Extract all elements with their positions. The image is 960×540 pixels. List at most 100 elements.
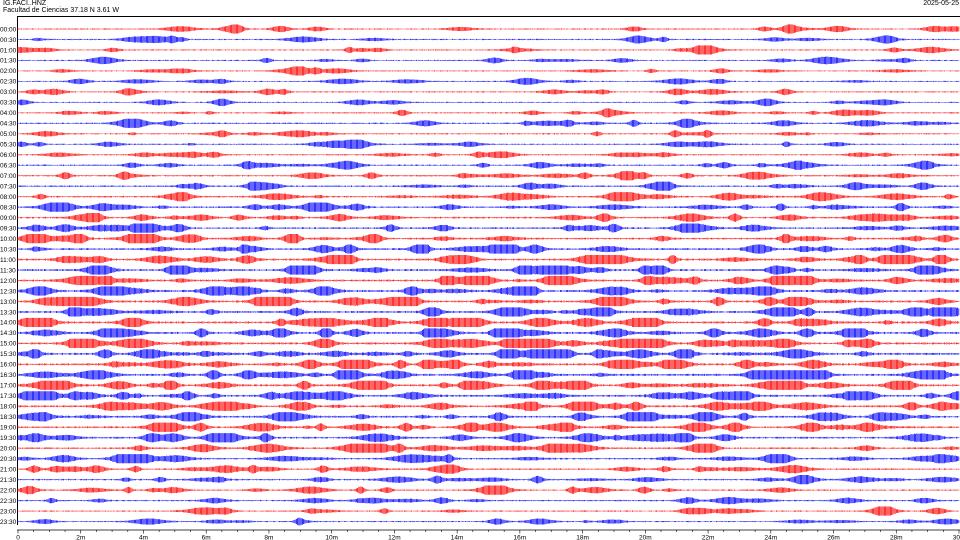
trace-row-label: 22:30	[0, 498, 17, 505]
trace-row-label: 01:00	[0, 47, 17, 54]
seismic-trace	[17, 370, 960, 380]
trace-row-label: 14:30	[0, 330, 17, 337]
seismic-trace	[17, 412, 960, 422]
trace-row-label: 20:30	[0, 456, 17, 463]
x-tick-label: 24m	[764, 535, 777, 540]
trace-row-label: 23:30	[0, 519, 17, 526]
x-tick-label: 12m	[388, 535, 401, 540]
seismic-trace	[17, 223, 960, 233]
trace-row-label: 02:00	[0, 68, 17, 75]
trace-row-label: 05:00	[0, 131, 17, 138]
seismic-trace	[17, 66, 960, 76]
trace-row-label: 09:00	[0, 215, 17, 222]
x-tick-label: 30	[953, 535, 960, 540]
seismic-trace	[17, 35, 960, 44]
trace-row-label: 09:30	[0, 225, 17, 232]
seismic-trace	[17, 275, 960, 286]
x-tick-label: 14m	[451, 535, 464, 540]
seismic-trace	[17, 139, 960, 149]
x-tick-label: 8m	[264, 535, 273, 540]
trace-row-label: 04:30	[0, 121, 17, 128]
trace-row-label: 11:00	[0, 257, 16, 264]
trace-row-label: 16:30	[0, 372, 17, 379]
trace-row-label: 11:30	[0, 267, 16, 274]
trace-row-label: 17:00	[0, 383, 17, 390]
trace-row-label: 00:00	[0, 26, 17, 33]
x-tick-label: 6m	[202, 535, 211, 540]
trace-row-label: 18:00	[0, 404, 17, 411]
seismic-trace	[17, 433, 960, 443]
seismic-trace	[17, 77, 960, 85]
seismic-trace	[17, 118, 960, 128]
seismic-trace	[17, 171, 960, 181]
seismic-trace	[17, 422, 960, 432]
plot-frame	[17, 16, 960, 525]
trace-row-label: 21:30	[0, 477, 17, 484]
seismic-trace	[17, 359, 960, 369]
seismic-trace	[17, 192, 960, 202]
seismic-trace	[17, 45, 960, 55]
trace-row-label: 05:30	[0, 142, 17, 149]
trace-row-label: 08:30	[0, 204, 17, 211]
trace-row-label: 10:00	[0, 236, 17, 243]
seismic-trace	[17, 160, 960, 170]
seismic-trace	[17, 202, 960, 212]
seismic-trace	[17, 181, 960, 191]
seismic-trace	[17, 88, 960, 96]
trace-row-label: 19:00	[0, 425, 17, 432]
trace-row-label: 07:30	[0, 184, 17, 191]
x-tick-label: 16m	[514, 535, 527, 540]
seismic-trace	[17, 254, 960, 265]
trace-row-label: 20:00	[0, 446, 17, 453]
seismic-trace	[17, 265, 960, 275]
x-tick-label: 4m	[139, 535, 148, 540]
seismic-trace	[17, 307, 960, 317]
trace-row-label: 23:00	[0, 508, 17, 515]
seismic-trace	[17, 56, 960, 65]
x-tick-label: 10m	[325, 535, 338, 540]
trace-row-label: 02:30	[0, 79, 17, 86]
seismic-trace	[17, 391, 960, 401]
seismic-trace	[17, 475, 960, 485]
seismic-trace	[17, 286, 960, 296]
seismic-trace	[17, 244, 960, 254]
seismic-trace	[17, 485, 960, 495]
seismic-trace	[17, 338, 960, 348]
trace-row-label: 06:00	[0, 152, 17, 159]
seismic-trace	[17, 98, 960, 107]
trace-row-label: 15:00	[0, 341, 17, 348]
trace-row-label: 16:00	[0, 362, 17, 369]
seismic-trace	[17, 380, 960, 390]
x-tick-label: 18m	[576, 535, 589, 540]
trace-row-label: 15:30	[0, 351, 17, 358]
trace-row-label: 06:30	[0, 163, 17, 170]
trace-row-label: 22:00	[0, 487, 17, 494]
trace-row-label: 13:00	[0, 299, 17, 306]
trace-row-label: 08:00	[0, 194, 17, 201]
x-tick-label: 20m	[639, 535, 652, 540]
trace-row-label: 21:00	[0, 466, 17, 473]
seismic-trace	[17, 24, 960, 34]
record-date: 2025-05-25	[923, 0, 959, 7]
seismic-trace	[17, 349, 960, 359]
trace-row-label: 14:00	[0, 320, 17, 327]
x-tick-label: 22m	[702, 535, 715, 540]
trace-row-label: 03:30	[0, 100, 17, 107]
x-tick-label: 28m	[890, 535, 903, 540]
trace-row-label: 19:30	[0, 435, 17, 442]
seismic-trace	[17, 129, 960, 138]
station-id: IG.FACI..HNZ	[3, 0, 47, 7]
seismic-trace	[17, 443, 960, 453]
trace-row-label: 17:30	[0, 393, 17, 400]
seismic-trace	[17, 401, 960, 411]
seismic-trace	[17, 213, 960, 223]
seismic-trace	[17, 464, 960, 474]
trace-row-label: 07:00	[0, 173, 17, 180]
seismic-trace	[17, 506, 960, 516]
seismic-trace	[17, 317, 960, 328]
seismic-trace	[17, 296, 960, 307]
trace-row-label: 18:30	[0, 414, 17, 421]
trace-row-label: 12:30	[0, 288, 17, 295]
seismic-trace	[17, 108, 960, 118]
